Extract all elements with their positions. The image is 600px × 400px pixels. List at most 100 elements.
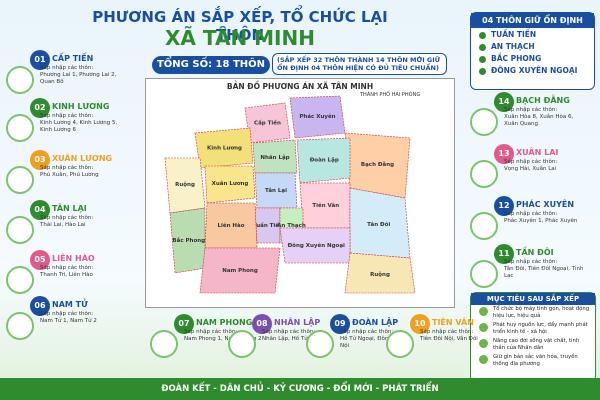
- village-icon: [6, 166, 34, 194]
- village-icon: [470, 212, 498, 240]
- village-number: 04: [30, 200, 50, 220]
- subtitle: XÃ TÂN MINH: [165, 26, 315, 50]
- merged-villages: Vọng Hải, Xuân Lai: [504, 166, 557, 172]
- map-label: Ruộng: [370, 271, 390, 278]
- village-number: 11: [494, 244, 514, 264]
- village-name: TIÊN VÂN: [432, 318, 474, 327]
- map-region: [194, 127, 254, 169]
- merge-label: Sáp nhập các thôn:: [504, 211, 558, 217]
- village-name: NAM PHONG: [196, 318, 253, 327]
- village-card: 13 XUÂN LAI Sáp nhập các thôn: Vọng Hải, Xu…: [470, 144, 600, 190]
- merged-villages: Tân Đôi, Tiên Đôi Ngoại, Tỉnh Lạc: [504, 266, 584, 279]
- merge-label: Sáp nhập các thôn:: [504, 259, 558, 265]
- village-name: XUÂN LAI: [516, 148, 559, 157]
- merge-label: Sáp nhập các thôn:: [420, 329, 474, 335]
- village-icon: [470, 108, 498, 136]
- merge-label: Sáp nhập các thôn:: [40, 311, 94, 317]
- merged-villages: Phác Xuyên 1, Phác Xuyên: [504, 218, 578, 224]
- map-region: [204, 165, 256, 204]
- village-icon: [470, 260, 498, 288]
- map-label: Phác Xuyên: [299, 113, 335, 120]
- village-card: 09 ĐOÀN LẬP Sáp nhập các thôn: Hồ Tử Ngoại,…: [306, 314, 436, 360]
- village-card: 01 CẤP TIẾN Sáp nhập các thôn: Phương Lai 1…: [6, 50, 136, 96]
- merged-villages: Nam Tử 1, Nam Tử 2: [40, 318, 97, 324]
- village-number: 13: [494, 144, 514, 164]
- map-label: Đoàn Lập: [310, 156, 339, 163]
- footer: ĐOÀN KẾT - DÂN CHỦ - KỶ CƯƠNG - ĐỔI MỚI …: [0, 378, 600, 400]
- merged-villages: Kinh Lương 4, Kinh Lương 5, Kinh Lương 6: [40, 120, 118, 133]
- village-card: 12 PHÁC XUYÊN Sáp nhập các thôn: Phác Xuyên…: [470, 196, 600, 242]
- stable-item: AN THẠCH: [471, 40, 594, 52]
- merge-label: Sáp nhập các thôn:: [40, 165, 94, 171]
- merge-label: Sáp nhập các thôn:: [504, 159, 558, 165]
- merged-villages: Thái Lai, Hào Lai: [40, 222, 86, 228]
- merge-label: Sáp nhập các thôn:: [40, 113, 94, 119]
- merge-label: Sáp nhập các thôn:: [40, 215, 94, 221]
- village-icon: [6, 114, 34, 142]
- title: PHƯƠNG ÁN SẮP XẾP, TỔ CHỨC LẠI THÔN: [92, 8, 388, 44]
- map-label: Đông Xuyên Ngoại: [288, 242, 345, 249]
- village-number: 07: [174, 314, 194, 334]
- merge-label: Sáp nhập các thôn:: [262, 329, 316, 335]
- map-label: Kinh Lương: [207, 146, 242, 152]
- map-label: Tân Lại: [265, 187, 287, 194]
- map-region: [344, 252, 416, 294]
- village-card: 10 TIÊN VÂN Sáp nhập các thôn: Tiên Đôi Nội…: [386, 314, 516, 360]
- village-icon: [6, 66, 34, 94]
- village-name: ĐOÀN LẬP: [352, 318, 399, 327]
- village-name: NAM TỬ: [52, 300, 88, 309]
- village-card: 05 LIÊN HÀO Sáp nhập các thôn: Thanh Trì, L…: [6, 250, 136, 296]
- village-number: 03: [30, 150, 50, 170]
- merged-villages: Nam Phong 1, Nam Phong 2: [184, 336, 262, 342]
- village-card: 06 NAM TỬ Sáp nhập các thôn: Nam Tử 1, Nam …: [6, 296, 136, 342]
- map-label: Ruộng: [175, 181, 195, 188]
- note: (SẮP XẾP 32 THÔN THÀNH 14 THÔN MỚI GIỮ Ổ…: [272, 53, 447, 75]
- village-name: TẦN ĐÔI: [516, 248, 554, 257]
- village-card: 11 TẦN ĐÔI Sáp nhập các thôn: Tân Đôi, Tiên…: [470, 244, 600, 290]
- village-number: 12: [494, 196, 514, 216]
- village-card: 02 KINH LƯƠNG Sáp nhập các thôn: Kinh Lương…: [6, 98, 136, 144]
- village-name: PHÁC XUYÊN: [516, 200, 575, 209]
- village-number: 01: [30, 50, 50, 70]
- map: Cấp Tiến Phác Xuyên Kinh Lương Nhân Lập Bạch…: [164, 95, 416, 294]
- map-label: An Thạch: [277, 223, 306, 229]
- map-region: [252, 139, 298, 174]
- map-region: [296, 137, 351, 184]
- map-city: THÀNH PHỐ HẢI PHÒNG: [360, 92, 421, 98]
- map-label: Nam Phong: [222, 268, 258, 274]
- stable-item: BẮC PHONG: [471, 52, 594, 64]
- total: TỔNG SỐ: 18 THÔN MỚI: [152, 56, 270, 88]
- goal-item: Tổ chức bộ máy tinh gọn, hoạt động hiệu …: [471, 305, 595, 321]
- goal-item: Nâng cao đời sống vật chất, tinh thần củ…: [471, 337, 595, 353]
- merged-villages: Tiên Đôi Nội, Vân Đôi: [420, 336, 478, 342]
- merge-label: Sáp nhập các thôn:: [40, 65, 94, 71]
- map-label: Nhân Lập: [260, 154, 289, 161]
- map-label: Liên Hào: [217, 222, 244, 229]
- map-label: Xuân Lương: [212, 180, 249, 187]
- goal-item: Giữ gìn bản sắc văn hóa, truyền thống đị…: [471, 353, 595, 369]
- village-card: 07 NAM PHONG Sáp nhập các thôn: Nam Phong 1…: [150, 314, 280, 360]
- goals-box: MỤC TIÊU SAU SẮP XẾP Tổ chức bộ máy tinh…: [470, 292, 596, 382]
- village-name: CẤP TIẾN: [52, 54, 94, 63]
- merged-villages: Phú Xuân, Phú Lương: [40, 172, 99, 178]
- merge-label: Sáp nhập các thôn:: [340, 329, 394, 335]
- village-card: 14 BẠCH ĐẰNG Sáp nhập các thôn: Xuân Hòa 8,…: [470, 92, 600, 138]
- goal-item: Phát huy nguồn lực, đẩy mạnh phát triển …: [471, 321, 595, 337]
- village-icon: [6, 266, 34, 294]
- map-label: Cấp Tiến: [254, 120, 281, 127]
- village-icon: [306, 330, 334, 358]
- village-number: 14: [494, 92, 514, 112]
- stable-box: 04 THÔN GIỮ ỔN ĐỊNH TUẤN TIẾN AN THẠCH BẮC…: [470, 12, 595, 90]
- merge-label: Sáp nhập các thôn:: [40, 265, 94, 271]
- village-number: 08: [252, 314, 272, 334]
- village-card: 04 TÂN LẠI Sáp nhập các thôn: Thái Lai, Hào…: [6, 200, 136, 246]
- village-name: NHÂN LẬP: [274, 318, 321, 327]
- map-label: Bắc Phong: [172, 237, 205, 244]
- village-card: 03 XUÂN LƯƠNG Sáp nhập các thôn: Phú Xuân, …: [6, 150, 136, 196]
- village-icon: [6, 216, 34, 244]
- village-name: LIÊN HÀO: [52, 254, 95, 263]
- village-name: TÂN LẠI: [52, 204, 87, 213]
- map-region: [349, 187, 411, 259]
- village-number: 06: [30, 296, 50, 316]
- village-name: BẠCH ĐẰNG: [516, 96, 570, 105]
